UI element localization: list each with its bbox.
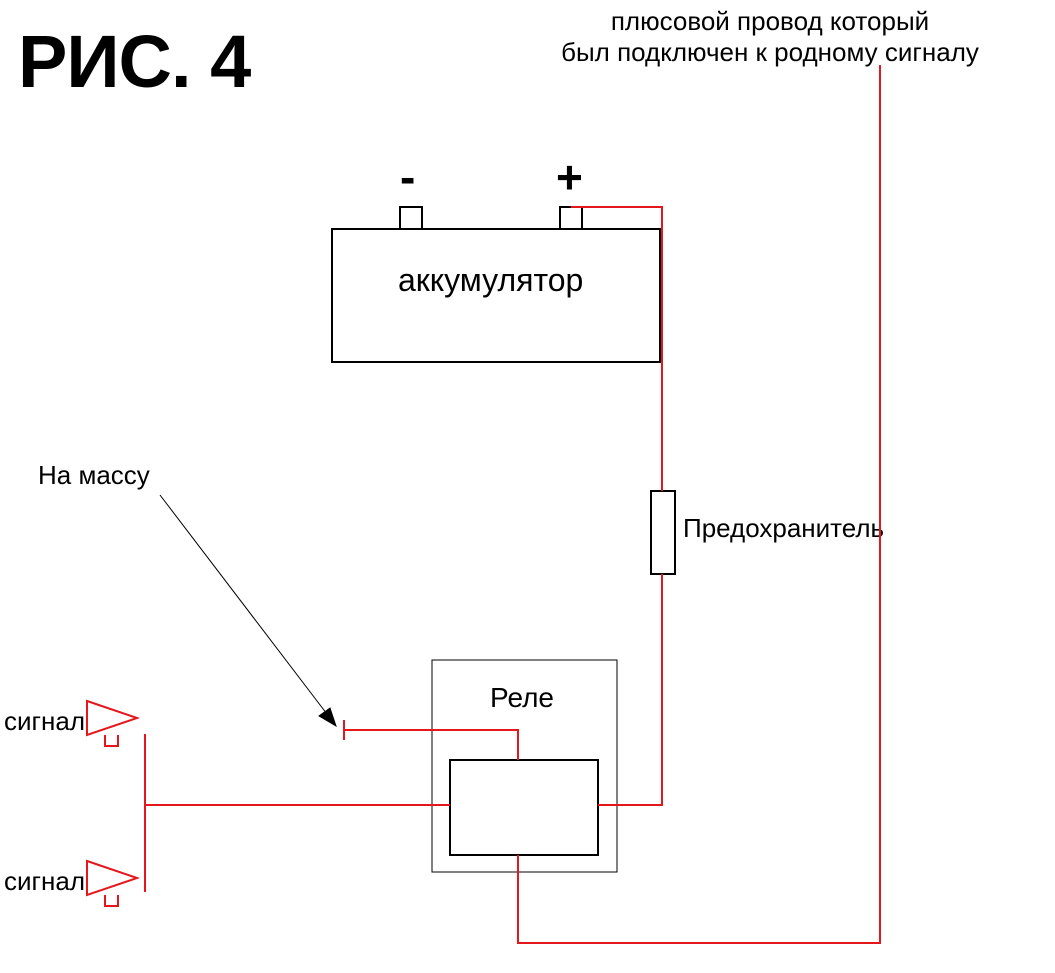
wire-plus-to-fuse	[571, 207, 662, 491]
ground-arrow	[160, 495, 336, 726]
wire-85-to-ground	[352, 730, 518, 760]
diagram-stage: РИС. 4 плюсовой провод который был подкл…	[0, 0, 1055, 973]
horn-icon-1	[87, 701, 137, 746]
horn-icon-2	[87, 861, 137, 906]
battery-box	[332, 229, 660, 362]
battery-terminal-neg	[400, 207, 422, 229]
wire-fuse-to-30	[598, 574, 662, 805]
fuse-box	[651, 491, 675, 574]
relay-inner-box	[450, 760, 598, 855]
battery-terminal-pos	[560, 207, 582, 229]
wiring-svg	[0, 0, 1055, 973]
